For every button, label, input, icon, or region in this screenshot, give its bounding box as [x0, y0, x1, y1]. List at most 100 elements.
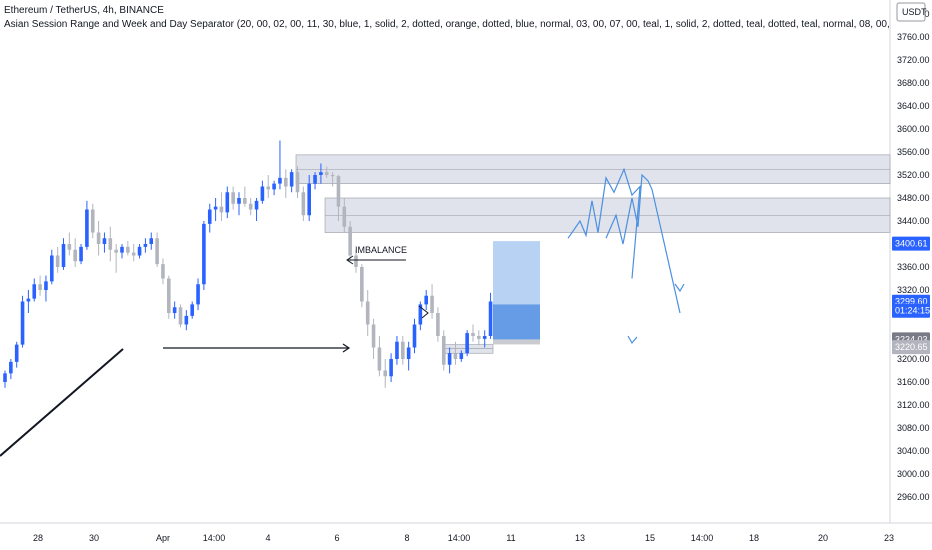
candle-body — [354, 255, 358, 267]
trend-line — [0, 348, 124, 457]
candle-body — [85, 209, 89, 247]
y-tick-label: 3720.00 — [897, 55, 930, 65]
y-tick-label: 3000.00 — [897, 469, 930, 479]
x-tick-label: 8 — [404, 533, 409, 543]
candle-body — [453, 353, 458, 359]
y-tick-label: 3640.00 — [897, 101, 930, 111]
x-tick-label: 14:00 — [448, 533, 471, 543]
candle-body — [131, 252, 136, 256]
candle-body — [406, 347, 411, 359]
candle-body — [120, 246, 124, 253]
candle-body — [79, 246, 83, 262]
candle-body — [395, 341, 399, 359]
candle-body — [61, 244, 66, 267]
y-tick-label: 3680.00 — [897, 78, 930, 88]
candle-body — [412, 324, 417, 348]
candle-body — [50, 255, 54, 282]
y-tick-label: 2960.00 — [897, 492, 930, 502]
projection-arrowhead — [627, 335, 638, 345]
x-tick-label: 13 — [575, 533, 585, 543]
y-tick-label: 3320.00 — [897, 285, 930, 295]
candle-body — [284, 177, 288, 187]
candle-body — [371, 324, 376, 348]
y-tick-label: 3080.00 — [897, 423, 930, 433]
candle-body — [67, 244, 72, 250]
candle-body — [436, 313, 440, 336]
candle-body — [190, 304, 194, 316]
candle-body — [389, 359, 393, 377]
price-badge-countdown-label: 01:24:15 — [895, 306, 930, 316]
candle-body — [102, 238, 107, 244]
candle-body — [161, 264, 165, 279]
candle-body — [3, 373, 7, 382]
candle-body — [295, 172, 300, 193]
symbol-title: Ethereum / TetherUS, 4h, BINANCE — [4, 5, 164, 16]
candle-body — [278, 177, 282, 184]
x-tick-label: 23 — [884, 533, 894, 543]
candle-body — [254, 200, 259, 210]
candle-body — [289, 172, 294, 187]
candle-body — [225, 192, 230, 213]
candle-body — [207, 209, 212, 224]
x-tick-label: 14:00 — [203, 533, 226, 543]
candle-body — [324, 172, 329, 175]
price-badge-countdown — [892, 303, 930, 318]
candle-body — [172, 307, 177, 313]
x-tick-label: 11 — [506, 533, 515, 543]
position-entry-area — [493, 304, 540, 340]
candle-body — [73, 249, 77, 262]
candle-body — [418, 304, 423, 325]
indicator-title: Asian Session Range and Week and Day Sep… — [4, 19, 890, 30]
imbalance-label: IMBALANCE — [355, 245, 407, 255]
candle-body — [482, 336, 487, 339]
candle-body — [465, 333, 469, 354]
x-tick-label: 15 — [645, 533, 655, 543]
candle-body — [155, 238, 159, 265]
candle-body — [459, 353, 464, 359]
candle-body — [20, 301, 25, 345]
candle-body — [336, 176, 341, 207]
position-target-area — [493, 241, 540, 305]
candle-body — [272, 183, 276, 190]
candle-body — [243, 198, 247, 204]
candle-body — [307, 183, 311, 216]
y-tick-label: 3040.00 — [897, 446, 930, 456]
price-badge-low — [892, 340, 930, 355]
candle-body — [319, 172, 323, 175]
candle-body — [143, 244, 148, 247]
candle-body — [383, 370, 388, 377]
candle-body — [441, 336, 446, 365]
y-tick-label: 3480.00 — [897, 193, 930, 203]
candle-body — [266, 186, 271, 190]
candle-body — [44, 281, 48, 290]
candle-body — [248, 203, 253, 210]
candle-body — [348, 226, 352, 256]
y-tick-label: 3760.00 — [897, 32, 930, 42]
candle-body — [231, 192, 235, 204]
candle-body — [313, 175, 317, 184]
candle-body — [32, 284, 37, 299]
candle-body — [447, 353, 452, 365]
y-tick-label: 3360.00 — [897, 262, 930, 272]
candle-body — [196, 284, 200, 305]
candle-body — [96, 232, 101, 244]
price-badge-low-label: 3220.65 — [895, 342, 928, 352]
price-badge-mark-label: 3234.03 — [895, 334, 928, 344]
x-tick-label: 6 — [334, 533, 339, 543]
candle-body — [149, 238, 154, 244]
candle-body — [360, 267, 364, 302]
candle-body — [342, 206, 347, 227]
candle-body — [488, 301, 493, 336]
chart-legend: Ethereum / TetherUS, 4h, BINANCE Asian S… — [4, 4, 890, 32]
candle-body — [260, 186, 265, 201]
candle-body — [126, 246, 130, 253]
candle-body — [202, 223, 206, 285]
candle-body — [219, 206, 224, 213]
y-tick-label: 3600.00 — [897, 124, 930, 134]
candle-body — [114, 249, 118, 253]
candle-body — [167, 278, 171, 313]
price-badge-level — [892, 236, 930, 251]
candle-body — [237, 198, 241, 204]
candle-body — [178, 307, 183, 325]
